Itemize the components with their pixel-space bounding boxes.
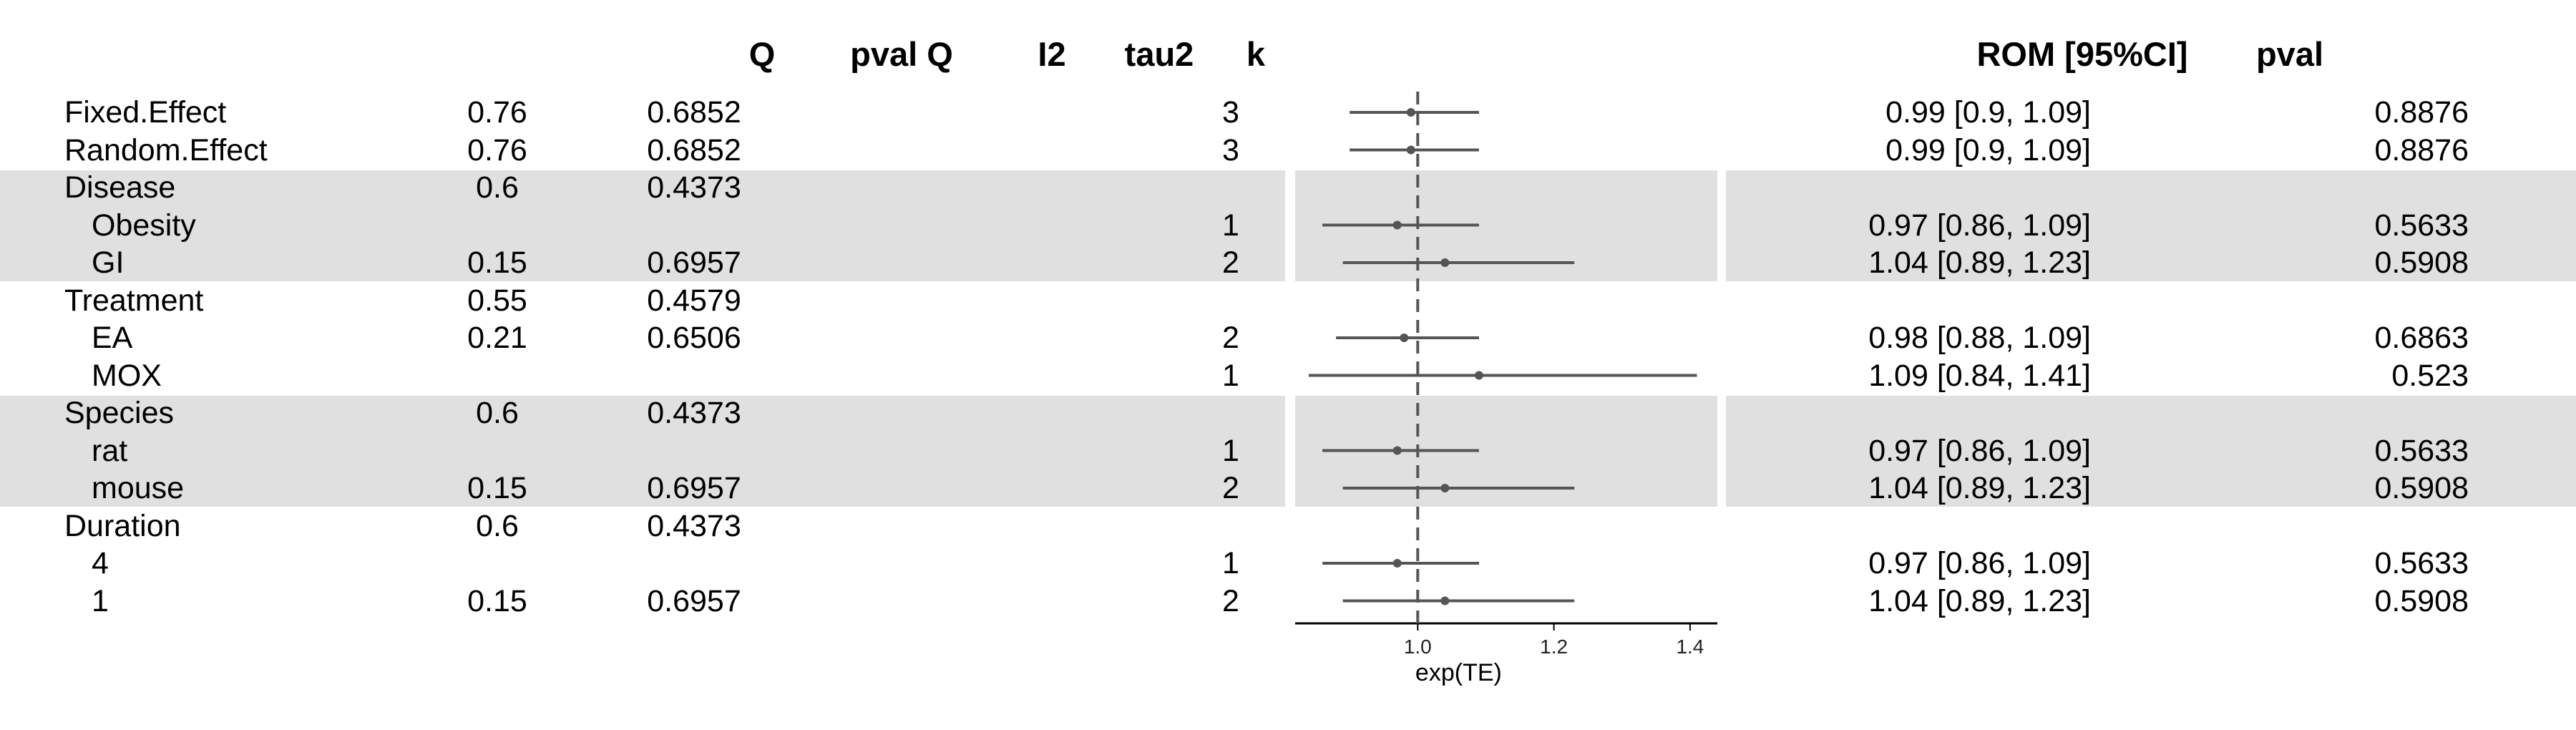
header-rom-ci: ROM [95%CI] xyxy=(1976,35,2188,73)
pval-q-value: 0.6506 xyxy=(647,321,741,355)
pval-q-value: 0.6852 xyxy=(647,132,741,167)
row-label: Random.Effect xyxy=(64,132,268,167)
forest-plot: 1.0 1.2 1.4 exp(TE) xyxy=(1295,92,1717,686)
pval-q-value: 0.4373 xyxy=(647,170,741,205)
k-value: 2 xyxy=(1222,471,1239,505)
rom-ci-value: 1.04 [0.89, 1.23] xyxy=(1868,245,2091,280)
rom-ci-value: 1.09 [0.84, 1.41] xyxy=(1868,358,2091,393)
pval-value: 0.5908 xyxy=(2374,245,2469,280)
point-estimate xyxy=(1406,108,1415,117)
k-value: 1 xyxy=(1222,208,1239,243)
k-value: 2 xyxy=(1222,583,1239,618)
point-estimate xyxy=(1406,145,1415,155)
pval-q-value: 0.4579 xyxy=(647,283,741,318)
row-label: MOX xyxy=(92,358,162,393)
row-label: 1 xyxy=(92,583,109,618)
row-label: 4 xyxy=(92,546,109,580)
q-value: 0.21 xyxy=(467,321,527,355)
k-value: 1 xyxy=(1222,358,1239,393)
point-estimate xyxy=(1440,596,1450,605)
q-value: 0.15 xyxy=(467,471,527,505)
row-label: Obesity xyxy=(92,208,196,243)
rom-ci-value: 0.99 [0.9, 1.09] xyxy=(1885,95,2091,130)
point-estimate xyxy=(1392,559,1402,568)
pval-q-value: 0.4373 xyxy=(647,508,741,543)
rom-ci-value: 0.98 [0.88, 1.09] xyxy=(1868,321,2091,355)
group-band xyxy=(1726,170,2576,282)
point-estimate xyxy=(1392,446,1402,455)
rom-ci-value: 0.97 [0.86, 1.09] xyxy=(1868,546,2091,580)
x-axis-title: exp(TE) xyxy=(1415,659,1502,686)
row-label: EA xyxy=(92,321,133,355)
pval-value: 0.5633 xyxy=(2374,546,2469,580)
pval-q-value: 0.6852 xyxy=(647,95,741,130)
k-value: 2 xyxy=(1222,245,1239,280)
rom-ci-value: 0.97 [0.86, 1.09] xyxy=(1868,208,2091,243)
row-label: rat xyxy=(92,433,128,468)
rom-ci-value: 1.04 [0.89, 1.23] xyxy=(1868,583,2091,618)
x-tick-label: 1.4 xyxy=(1676,636,1704,658)
pval-value: 0.8876 xyxy=(2374,132,2469,167)
point-estimate xyxy=(1474,371,1483,380)
k-value: 1 xyxy=(1222,433,1239,468)
q-value: 0.15 xyxy=(467,245,527,280)
header-pval: pval xyxy=(2255,35,2324,73)
point-estimate xyxy=(1392,220,1402,230)
pval-value: 0.8876 xyxy=(2374,95,2469,130)
row-label: GI xyxy=(92,245,125,280)
pval-value: 0.5908 xyxy=(2374,583,2469,618)
k-value: 3 xyxy=(1222,95,1239,130)
row-label: Disease xyxy=(64,170,176,205)
q-value: 0.6 xyxy=(476,508,519,543)
header-q: Q xyxy=(748,35,776,73)
header-tau2: tau2 xyxy=(1124,35,1194,73)
pval-q-value: 0.6957 xyxy=(647,471,741,505)
header-pval-q: pval Q xyxy=(850,35,953,73)
pval-value: 0.523 xyxy=(2391,358,2469,393)
q-value: 0.55 xyxy=(467,283,527,318)
pval-value: 0.5908 xyxy=(2374,471,2469,505)
k-value: 3 xyxy=(1222,132,1239,167)
q-value: 0.6 xyxy=(476,396,519,430)
group-band xyxy=(1726,395,2576,507)
row-label: Fixed.Effect xyxy=(64,95,227,130)
header-k: k xyxy=(1246,35,1266,73)
pval-q-value: 0.4373 xyxy=(647,396,741,430)
rom-ci-value: 1.04 [0.89, 1.23] xyxy=(1868,471,2091,505)
row-label: Species xyxy=(64,396,174,430)
group-band xyxy=(0,170,1285,282)
point-estimate xyxy=(1440,258,1450,267)
row-label: Duration xyxy=(64,508,181,543)
pval-q-value: 0.6957 xyxy=(647,245,741,280)
rom-ci-value: 0.99 [0.9, 1.09] xyxy=(1885,132,2091,167)
rom-ci-value: 0.97 [0.86, 1.09] xyxy=(1868,433,2091,468)
k-value: 1 xyxy=(1222,546,1239,580)
group-band xyxy=(0,395,1285,507)
point-estimate xyxy=(1440,484,1450,492)
pval-value: 0.5633 xyxy=(2374,433,2469,468)
header-i2: I2 xyxy=(1038,35,1066,73)
q-value: 0.6 xyxy=(476,170,519,205)
q-value: 0.15 xyxy=(467,583,527,618)
q-value: 0.76 xyxy=(467,132,527,167)
row-label: Treatment xyxy=(64,283,204,318)
pval-q-value: 0.6957 xyxy=(647,583,741,618)
x-tick-label: 1.0 xyxy=(1404,636,1432,658)
k-value: 2 xyxy=(1222,321,1239,355)
row-label: mouse xyxy=(92,471,185,505)
pval-value: 0.5633 xyxy=(2374,208,2469,243)
pval-value: 0.6863 xyxy=(2374,321,2469,355)
x-tick-label: 1.2 xyxy=(1540,636,1568,658)
point-estimate xyxy=(1400,334,1409,342)
q-value: 0.76 xyxy=(467,95,527,130)
